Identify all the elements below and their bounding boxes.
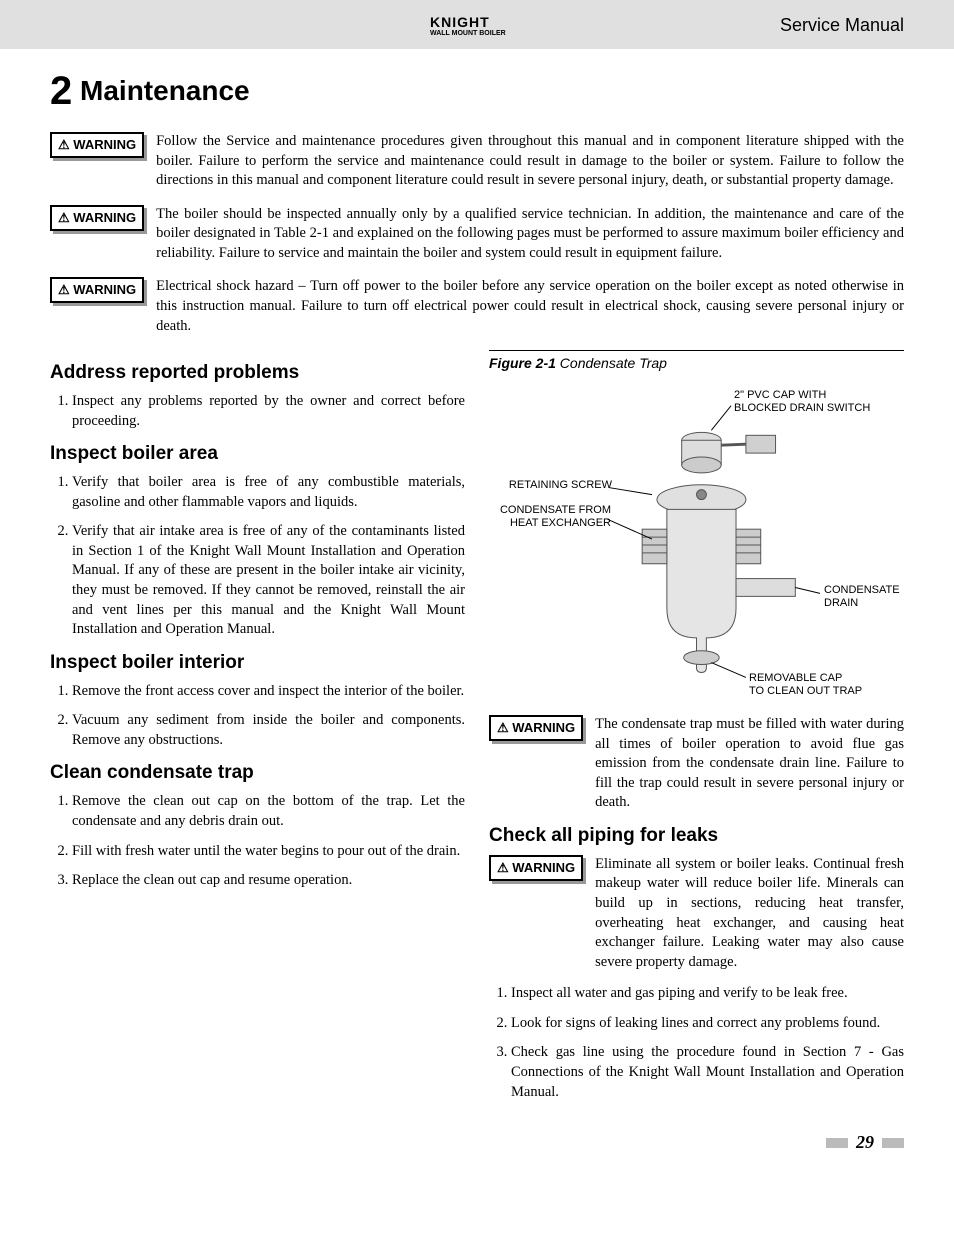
warning-block: ⚠ WARNING Eliminate all system or boiler… [489,855,904,972]
section-title: 2 Maintenance [50,69,904,114]
list-interior: Remove the front access cover and inspec… [50,682,465,751]
subhead-address: Address reported problems [50,362,465,384]
list-item: Vacuum any sediment from inside the boil… [72,711,465,750]
warning-badge: ⚠ WARNING [489,855,583,881]
subhead-interior: Inspect boiler interior [50,652,465,674]
subhead-piping: Check all piping for leaks [489,825,904,847]
figure-caption: Figure 2-1 Condensate Trap [489,350,904,371]
list-address: Inspect any problems reported by the own… [50,392,465,431]
list-item: Inspect all water and gas piping and ver… [511,984,904,1004]
figure-condensate-trap: 2" PVC CAP WITHBLOCKED DRAIN SWITCH RETA… [489,379,904,709]
footer-bar-icon [882,1138,904,1148]
list-item: Remove the clean out cap on the bottom o… [72,792,465,831]
warning-text: Follow the Service and maintenance proce… [156,132,904,191]
list-item: Look for signs of leaking lines and corr… [511,1014,904,1034]
fig-label-condensate-in: CONDENSATE FROMHEAT EXCHANGER [489,504,611,530]
header-title: Service Manual [780,15,904,36]
figure-label: Figure 2-1 [489,355,556,371]
warning-block: ⚠ WARNING Follow the Service and mainten… [50,132,904,191]
warning-text: The condensate trap must be filled with … [595,715,904,813]
warning-block: ⚠ WARNING The condensate trap must be fi… [489,715,904,813]
warning-block: ⚠ WARNING Electrical shock hazard – Turn… [50,277,904,336]
figure-name: Condensate Trap [560,355,667,371]
brand-logo: KNIGHT WALL MOUNT BOILER [430,14,506,37]
warning-badge: ⚠ WARNING [489,715,583,741]
warning-block: ⚠ WARNING The boiler should be inspected… [50,205,904,264]
trap-diagram-svg [489,379,904,709]
list-item: Replace the clean out cap and resume ope… [72,871,465,891]
fig-label-removable-cap: REMOVABLE CAPTO CLEAN OUT TRAP [749,672,862,698]
page-footer: 29 [0,1122,954,1173]
right-column: Figure 2-1 Condensate Trap [489,350,904,1112]
warning-text: Eliminate all system or boiler leaks. Co… [595,855,904,972]
fig-label-screw: RETAINING SCREW [507,479,612,492]
list-condensate: Remove the clean out cap on the bottom o… [50,792,465,890]
list-item: Inspect any problems reported by the own… [72,392,465,431]
list-piping: Inspect all water and gas piping and ver… [489,984,904,1102]
subhead-area: Inspect boiler area [50,443,465,465]
warning-badge: ⚠ WARNING [50,205,144,231]
fig-label-drain: CONDENSATEDRAIN [824,584,900,610]
list-item: Fill with fresh water until the water be… [72,842,465,862]
fig-label-cap: 2" PVC CAP WITHBLOCKED DRAIN SWITCH [734,389,870,415]
list-item: Remove the front access cover and inspec… [72,682,465,702]
list-item: Check gas line using the procedure found… [511,1043,904,1102]
subhead-condensate: Clean condensate trap [50,762,465,784]
list-item: Verify that air intake area is free of a… [72,522,465,639]
section-name: Maintenance [80,75,250,106]
logo-sub: WALL MOUNT BOILER [430,30,506,37]
left-column: Address reported problems Inspect any pr… [50,350,465,1112]
footer-bar-icon [826,1138,848,1148]
warning-badge: ⚠ WARNING [50,132,144,158]
two-column-layout: Address reported problems Inspect any pr… [50,350,904,1112]
page-content: 2 Maintenance ⚠ WARNING Follow the Servi… [0,49,954,1122]
page-number: 29 [856,1132,874,1153]
warning-text: The boiler should be inspected annually … [156,205,904,264]
list-area: Verify that boiler area is free of any c… [50,473,465,640]
warning-badge: ⚠ WARNING [50,277,144,303]
list-item: Verify that boiler area is free of any c… [72,473,465,512]
section-number: 2 [50,69,72,113]
page-header: KNIGHT WALL MOUNT BOILER Service Manual [0,0,954,49]
logo-main: KNIGHT [430,14,490,30]
warning-text: Electrical shock hazard – Turn off power… [156,277,904,336]
